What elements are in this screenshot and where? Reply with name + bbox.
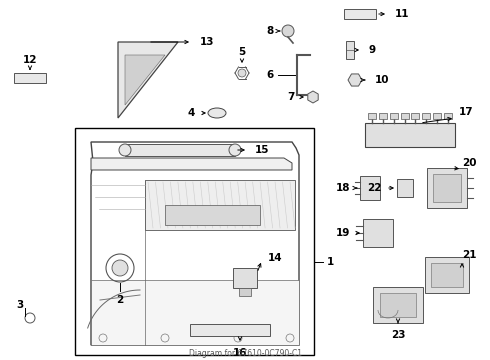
Text: 11: 11 — [395, 9, 410, 19]
Bar — [379, 113, 387, 119]
Bar — [14, 73, 46, 83]
Polygon shape — [348, 74, 362, 86]
Circle shape — [112, 260, 128, 276]
Bar — [431, 263, 463, 287]
Bar — [365, 123, 455, 147]
Bar — [433, 174, 461, 202]
Text: 15: 15 — [255, 145, 270, 155]
Ellipse shape — [119, 144, 131, 156]
Text: 12: 12 — [23, 55, 37, 65]
Text: 14: 14 — [268, 253, 283, 263]
Bar — [397, 179, 413, 197]
Text: 16: 16 — [233, 348, 247, 358]
Bar — [368, 113, 376, 119]
Text: 10: 10 — [375, 75, 390, 85]
Circle shape — [238, 69, 246, 77]
Polygon shape — [91, 280, 299, 345]
Bar — [344, 9, 376, 19]
Polygon shape — [308, 91, 318, 103]
Bar — [360, 176, 380, 200]
Ellipse shape — [208, 108, 226, 118]
Bar — [239, 288, 251, 296]
Text: 21: 21 — [462, 250, 476, 260]
Bar — [412, 113, 419, 119]
Polygon shape — [91, 158, 292, 170]
Text: 6: 6 — [267, 70, 274, 80]
Polygon shape — [145, 180, 295, 230]
Bar — [233, 268, 257, 288]
Bar — [373, 287, 423, 323]
Bar — [363, 219, 393, 247]
Bar — [390, 113, 398, 119]
Bar — [75, 128, 314, 355]
Text: 1: 1 — [327, 257, 334, 267]
Bar — [425, 257, 469, 293]
Polygon shape — [165, 205, 260, 225]
Bar — [400, 113, 409, 119]
Bar — [190, 324, 270, 336]
Text: 3: 3 — [16, 300, 24, 310]
Text: 9: 9 — [368, 45, 375, 55]
Bar — [433, 113, 441, 119]
Text: 4: 4 — [188, 108, 195, 118]
Bar — [346, 41, 354, 59]
Text: 2: 2 — [117, 295, 123, 305]
Text: 8: 8 — [267, 26, 274, 36]
Bar — [422, 113, 430, 119]
Text: 13: 13 — [200, 37, 215, 47]
Text: Diagram for 67610-0C790-C1: Diagram for 67610-0C790-C1 — [189, 349, 301, 358]
Text: 5: 5 — [238, 47, 245, 57]
Text: 17: 17 — [459, 107, 474, 117]
Ellipse shape — [229, 144, 241, 156]
Text: 19: 19 — [336, 228, 350, 238]
Bar — [427, 168, 467, 208]
Bar — [444, 113, 452, 119]
Bar — [125, 144, 235, 156]
Circle shape — [282, 25, 294, 37]
Bar — [380, 293, 416, 317]
Polygon shape — [118, 42, 178, 118]
Text: 23: 23 — [391, 330, 405, 340]
Text: 20: 20 — [462, 158, 476, 168]
Text: 7: 7 — [288, 92, 295, 102]
Text: 18: 18 — [336, 183, 350, 193]
Text: 22: 22 — [368, 183, 382, 193]
Polygon shape — [125, 55, 165, 105]
